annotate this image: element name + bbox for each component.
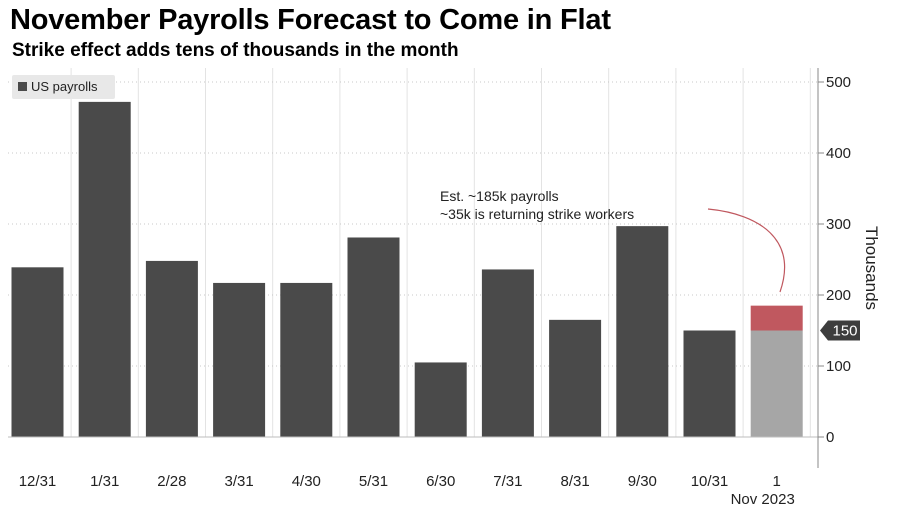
bar-12-31 (11, 267, 64, 437)
x-tick-label: 10/31 (691, 473, 729, 490)
bar-8-31 (549, 319, 602, 437)
legend-label: US payrolls (31, 79, 98, 94)
bar-1-31 (78, 101, 131, 437)
x-tick-label: 5/31 (359, 473, 388, 490)
x-tick-label: 7/31 (493, 473, 522, 490)
x-tick-label: 1/31 (90, 473, 119, 490)
y-tick-label: 400 (826, 145, 851, 162)
bar-7-31 (481, 269, 534, 437)
annotation-connector (707, 208, 786, 293)
value-badge-label: 150 (832, 323, 857, 340)
x-tick-label: 9/30 (628, 473, 657, 490)
x-axis-period-label: Nov 2023 (731, 491, 795, 508)
chart-subtitle: Strike effect adds tens of thousands in … (12, 40, 459, 61)
x-tick-label: 3/31 (224, 473, 253, 490)
y-axis-title: Thousands (862, 226, 881, 310)
bar-6-30 (414, 362, 467, 437)
y-tick-label: 0 (826, 429, 834, 446)
x-tick-label: 12/31 (19, 473, 57, 490)
annotation-line-2: ~35k is returning strike workers (440, 206, 634, 222)
legend-swatch (18, 82, 27, 91)
plot-area (8, 68, 818, 437)
y-tick-label: 200 (826, 287, 851, 304)
y-tick-label: 500 (826, 74, 851, 91)
annotation-line-1: Est. ~185k payrolls (440, 188, 559, 204)
value-badge (820, 320, 860, 341)
bar-2-28 (145, 260, 198, 437)
y-tick-label: 100 (826, 358, 851, 375)
x-tick-label: 4/30 (292, 473, 321, 490)
x-tick-label: 2/28 (157, 473, 186, 490)
estimate-bar-base (750, 330, 803, 437)
bar-5-31 (347, 237, 400, 437)
x-tick-label: 1 (773, 473, 781, 490)
chart-title: November Payrolls Forecast to Come in Fl… (10, 4, 611, 36)
bar-3-31 (213, 282, 266, 437)
bar-4-30 (280, 282, 333, 437)
x-tick-label: 8/31 (560, 473, 589, 490)
x-tick-label: 6/30 (426, 473, 455, 490)
bar-10-31 (683, 330, 736, 437)
legend-box (12, 75, 115, 99)
bar-9-30 (616, 226, 669, 437)
estimate-bar-strike-workers (750, 305, 803, 331)
y-tick-label: 300 (826, 216, 851, 233)
